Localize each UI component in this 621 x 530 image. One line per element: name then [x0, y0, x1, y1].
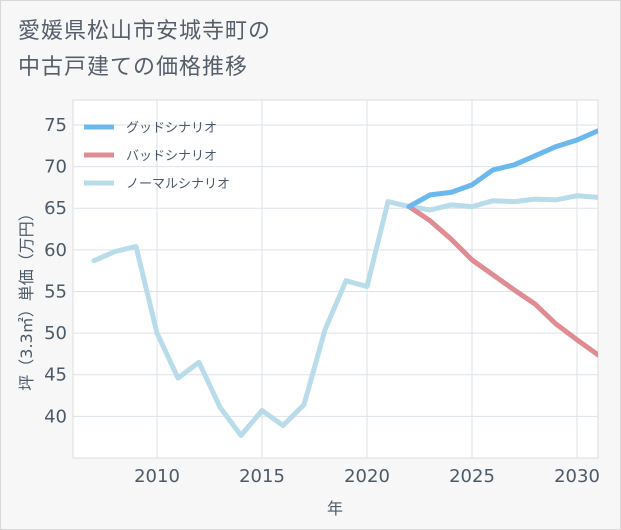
legend-label: グッドシナリオ — [126, 121, 217, 136]
y-tick-label: 60 — [44, 240, 67, 261]
series-line-2 — [91, 193, 598, 438]
y-tick-label: 40 — [44, 406, 67, 427]
series-lines — [91, 128, 598, 438]
chart-title-line-1: 愛媛県松山市安城寺町の — [18, 19, 272, 44]
x-tick-label: 2030 — [554, 466, 600, 487]
legend-label: ノーマルシナリオ — [126, 177, 230, 192]
y-tick-label: 65 — [44, 198, 67, 219]
legend-label: バッドシナリオ — [126, 149, 217, 164]
series-line-1 — [406, 204, 598, 358]
x-tick-label: 2025 — [449, 466, 495, 487]
y-tick-labels: 40 45 50 55 60 65 70 75 — [44, 115, 67, 427]
x-tick-labels: 2010 2015 2020 2025 2030 — [134, 466, 600, 487]
y-tick-label: 70 — [44, 157, 67, 178]
series-line-0 — [406, 128, 598, 210]
chart-title: 愛媛県松山市安城寺町の 中古戸建ての価格推移 — [18, 14, 271, 86]
x-tick-label: 2010 — [134, 466, 180, 487]
x-tick-label: 2015 — [239, 466, 285, 487]
x-axis-title: 年 — [327, 499, 343, 518]
y-tick-label: 55 — [44, 281, 67, 302]
y-tick-label: 45 — [44, 365, 67, 386]
y-tick-label: 50 — [44, 323, 67, 344]
y-tick-label: 75 — [44, 115, 67, 136]
y-axis-title: 坪（3.3㎡）単価（万円） — [17, 205, 36, 390]
plot-area — [72, 99, 599, 459]
chart-title-line-2: 中古戸建ての価格推移 — [18, 55, 249, 80]
x-tick-label: 2020 — [344, 466, 390, 487]
